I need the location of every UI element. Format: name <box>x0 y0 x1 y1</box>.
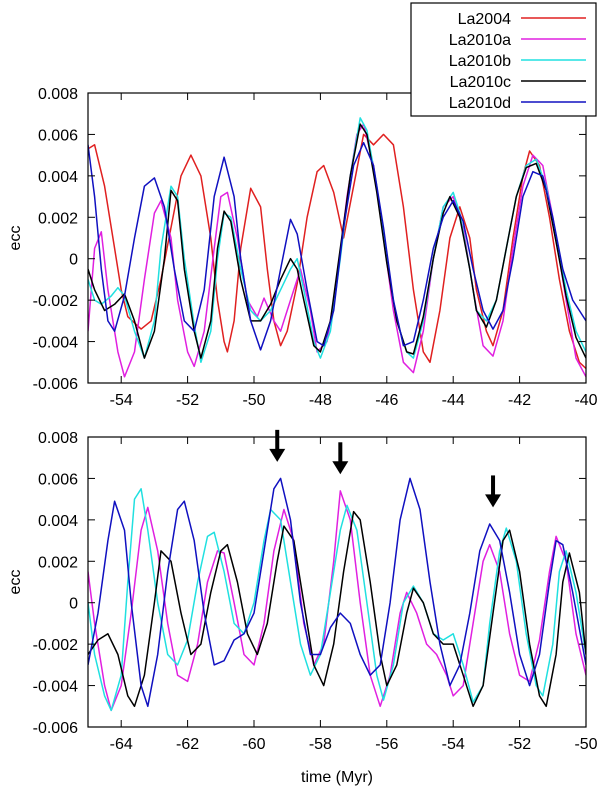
y-tick-label: 0.008 <box>38 430 78 447</box>
y-tick-label: -0.006 <box>33 376 78 393</box>
x-tick-label: -52 <box>176 392 199 409</box>
y-tick-label: 0 <box>69 596 78 613</box>
plot-frame <box>87 436 587 728</box>
down-arrow-icon <box>485 475 502 508</box>
y-tick-label: 0.002 <box>38 210 78 227</box>
x-tick-label: -42 <box>508 392 531 409</box>
x-tick-label: -44 <box>442 392 465 409</box>
series-line-la2010c <box>88 123 586 359</box>
down-arrow-icon <box>269 429 286 462</box>
legend-label: La2010a <box>449 32 511 49</box>
x-tick-label: -54 <box>442 736 465 753</box>
x-tick-label: -40 <box>574 392 597 409</box>
legend-label: La2010c <box>450 74 511 91</box>
series-line-la2010b <box>88 117 586 364</box>
y-tick-label: -0.004 <box>33 335 78 352</box>
y-tick-label: -0.004 <box>33 679 78 696</box>
x-tick-label: -52 <box>508 736 531 753</box>
y-axis-label: ecc <box>7 570 24 595</box>
y-tick-label: 0.006 <box>38 471 78 488</box>
x-tick-label: -58 <box>309 736 332 753</box>
series-line-la2004 <box>88 133 586 370</box>
plot-frame <box>87 92 587 384</box>
x-tick-label: -56 <box>375 736 398 753</box>
x-axis-label: time (Myr) <box>301 769 373 786</box>
x-tick-label: -64 <box>110 736 133 753</box>
x-tick-label: -60 <box>242 736 265 753</box>
y-tick-label: -0.002 <box>33 637 78 654</box>
x-tick-label: -50 <box>574 736 597 753</box>
y-tick-label: -0.002 <box>33 293 78 310</box>
series-line-la2010a <box>88 123 586 378</box>
series-line-la2010b <box>88 488 586 712</box>
x-tick-label: -62 <box>176 736 199 753</box>
x-tick-label: -54 <box>110 392 133 409</box>
legend-label: La2010d <box>449 95 511 112</box>
x-tick-label: -48 <box>309 392 332 409</box>
legend-label: La2004 <box>458 11 511 28</box>
series-line-la2010a <box>88 490 586 712</box>
x-tick-label: -46 <box>375 392 398 409</box>
x-tick-label: -50 <box>242 392 265 409</box>
legend-label: La2010b <box>449 53 511 70</box>
down-arrow-icon <box>332 442 349 475</box>
y-axis-label: ecc <box>7 226 24 251</box>
y-tick-label: -0.006 <box>33 720 78 737</box>
series-line-la2010c <box>88 510 586 708</box>
y-tick-label: 0 <box>69 252 78 269</box>
y-tick-label: 0.004 <box>38 169 78 186</box>
series-line-la2010d <box>88 141 586 351</box>
y-tick-label: 0.004 <box>38 513 78 530</box>
series-line-la2010d <box>88 477 586 708</box>
y-tick-label: 0.006 <box>38 127 78 144</box>
top-panel: -54 -52 -50 -48 -46 -44 -42 -40 0.008 0.006 0.004 0… <box>7 86 598 409</box>
y-tick-label: 0.002 <box>38 554 78 571</box>
bottom-panel: -64 -62 -60 -58 -56 -54 -52 -50 0.008 0.006 0.004 0… <box>7 429 598 786</box>
y-tick-label: 0.008 <box>38 86 78 103</box>
legend: La2004 La2010a La2010b La2010c La2010d <box>410 2 597 117</box>
